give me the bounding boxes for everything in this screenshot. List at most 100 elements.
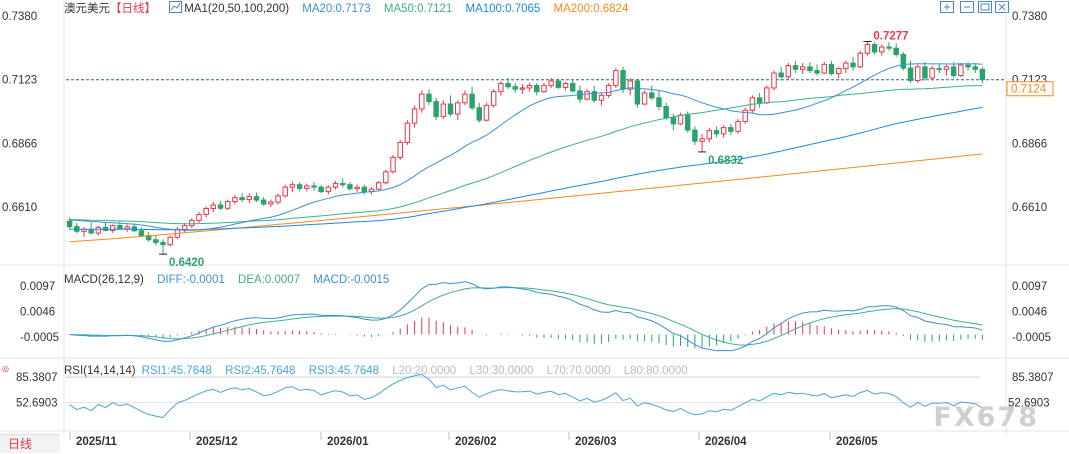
ma50-value: MA50:0.7121: [383, 3, 453, 15]
macd-diff: DIFF:-0.0001: [157, 274, 225, 286]
candle-down: [728, 127, 734, 132]
zoom-in-icon[interactable]: [940, 1, 954, 13]
price-tick-right: 0.6610: [1012, 202, 1047, 214]
candle-down: [505, 82, 511, 88]
candle-up: [203, 207, 209, 215]
candle-down: [950, 66, 957, 77]
l30-value: L30:30.0000: [469, 365, 534, 377]
candle-down: [922, 66, 928, 79]
macd-diff-line: [69, 281, 983, 352]
last-price-label: 0.7124: [1011, 84, 1047, 96]
l70-value: L70:70.0000: [546, 365, 611, 377]
candle-up: [605, 84, 612, 96]
candle-down: [670, 117, 677, 125]
x-axis-label: 2025/11: [76, 436, 118, 448]
ma100-value: MA100:0.7065: [465, 3, 541, 15]
x-axis-label: 2026/02: [455, 436, 497, 448]
macd-tick-left: 0.0046: [20, 307, 55, 319]
rsi2-value: RSI2:45.7648: [225, 365, 296, 377]
candle-down: [893, 47, 899, 55]
candle-up: [454, 102, 461, 115]
candle-up: [124, 226, 130, 230]
fullscreen-icon[interactable]: [978, 1, 992, 13]
candle-up: [490, 91, 497, 106]
candle-down: [979, 68, 986, 81]
macd-header: MACD(26,12,9) DIFF:-0.0001 DEA:0.0007 MA…: [64, 273, 399, 287]
candle-down: [814, 70, 820, 74]
candle-up: [210, 204, 217, 209]
candle-down: [634, 80, 641, 105]
high-label: 0.7277: [873, 31, 908, 43]
candle-up: [677, 114, 684, 125]
candle-down: [871, 44, 878, 53]
candle-up: [224, 201, 231, 209]
candle-up: [397, 142, 403, 158]
candle-down: [447, 103, 454, 115]
candle-up: [498, 82, 504, 93]
candle-down: [756, 97, 763, 104]
macd-tick-right: -0.0005: [1012, 332, 1051, 344]
candle-down: [469, 93, 475, 109]
ma50-line: [69, 85, 983, 225]
rsi-tick-left: 85.3807: [16, 372, 58, 384]
period-label[interactable]: 【日线】: [110, 3, 156, 15]
zoom-out-icon[interactable]: [960, 1, 974, 13]
candle-down: [534, 84, 540, 93]
rsi-header: RSI(14,14,14) RSI1:45.7648 RSI2:45.7648 R…: [64, 364, 698, 378]
candle-up: [404, 122, 411, 144]
candle-up: [519, 87, 526, 90]
macd-tick-left: -0.0005: [20, 332, 59, 344]
rsi-settings-icon: ◎: [2, 364, 9, 373]
candle-up: [699, 138, 705, 142]
candle-down: [318, 186, 324, 193]
candle-up: [706, 130, 713, 140]
candle-down: [972, 66, 978, 70]
candle-down: [828, 63, 835, 75]
symbol-label: 澳元美元: [64, 3, 110, 15]
candle-down: [692, 129, 698, 142]
ma-icon[interactable]: [169, 1, 183, 13]
candle-up: [304, 185, 310, 189]
candle-up: [462, 93, 468, 104]
candle-up: [548, 80, 554, 86]
candle-up: [411, 108, 418, 124]
candle-up: [332, 182, 339, 188]
candle-down: [663, 106, 669, 119]
x-axis-label: 2026/01: [327, 436, 369, 448]
l20-value: L20:20.0000: [392, 365, 457, 377]
candle-down: [591, 91, 598, 101]
candle-down: [713, 130, 720, 135]
candle-down: [339, 182, 346, 186]
candle-up: [282, 186, 288, 197]
candle-up: [771, 72, 777, 89]
candle-down: [426, 93, 432, 103]
candle-down: [117, 225, 123, 230]
rsi-label: RSI(14,14,14): [64, 365, 136, 377]
x-axis-label: 2025/12: [196, 436, 238, 448]
rsi-tick-right: 85.3807: [1012, 372, 1054, 384]
candle-up: [109, 225, 116, 232]
candle-up: [440, 103, 447, 117]
candle-up: [864, 44, 871, 54]
candle-up: [857, 52, 863, 68]
candle-down: [807, 66, 813, 72]
macd-tick-left: 0.0097: [20, 281, 55, 293]
price-tick-left: 0.7380: [2, 11, 37, 23]
candle-up: [325, 186, 332, 193]
candle-up: [562, 82, 569, 88]
candle-down: [792, 65, 799, 70]
candle-up: [354, 186, 360, 190]
candle-down: [649, 92, 655, 99]
x-axis-label: 2026/03: [575, 436, 617, 448]
candle-up: [196, 213, 202, 221]
close-icon[interactable]: [995, 1, 1009, 13]
candle-down: [476, 107, 483, 121]
candle-up: [232, 197, 238, 203]
candle-up: [943, 66, 950, 70]
candle-up: [483, 104, 490, 121]
period-button[interactable]: 日线: [0, 434, 60, 453]
macd-dea: DEA:0.0007: [238, 274, 301, 286]
x-axis-label: 2026/04: [705, 436, 747, 448]
swing-low-label: 0.6832: [708, 155, 743, 167]
